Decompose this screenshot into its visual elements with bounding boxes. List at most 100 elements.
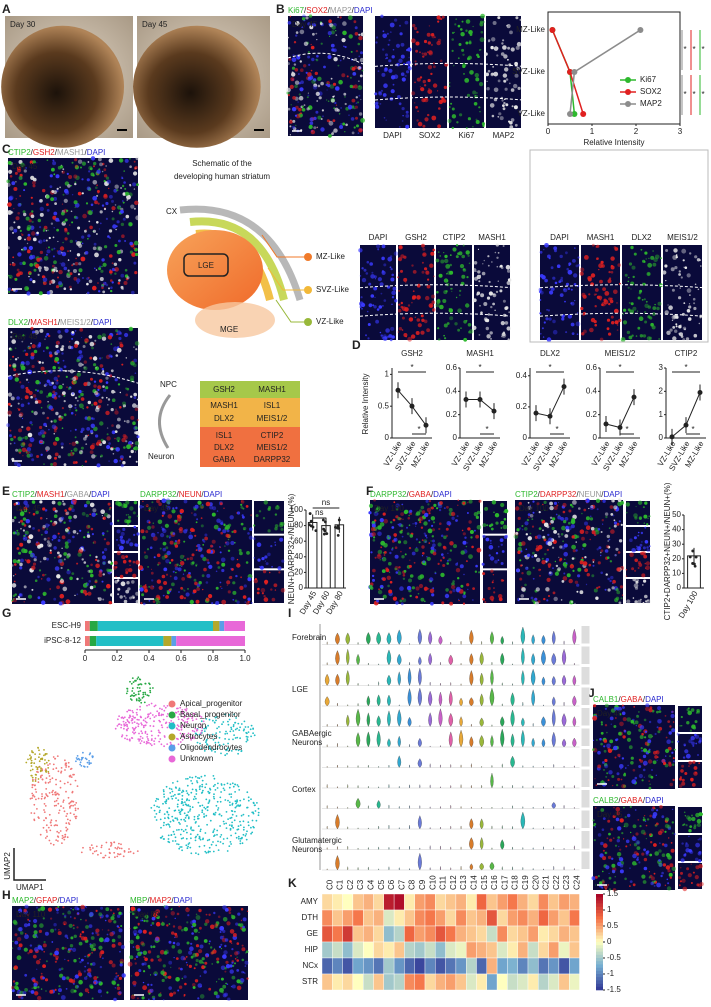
cell-texture [84,360,87,363]
cell-texture [64,463,67,466]
cell-texture [598,833,602,837]
cell-texture [170,575,172,577]
cell-texture [409,560,410,561]
cell-texture [236,563,240,567]
cell-texture [505,306,508,309]
cell-texture [478,280,480,282]
cell-texture [644,777,645,778]
cell-texture [181,577,185,581]
cell-texture [118,337,121,340]
cell-texture [255,578,257,580]
cell-texture [358,56,360,58]
cell-texture [401,302,403,304]
cell-texture [603,745,605,747]
cell-texture [549,288,551,290]
cell-texture [237,957,238,958]
cell-texture [439,501,443,505]
cell-texture [94,391,98,395]
cell-texture [409,565,412,568]
cell-texture [166,924,168,926]
cell-texture [97,933,100,936]
cell-texture [670,783,674,787]
cell-texture [659,710,662,713]
cell-texture [431,516,435,520]
cell-texture [70,272,73,275]
cell-texture [361,303,365,307]
cell-texture [461,550,465,554]
cell-texture [611,858,613,860]
cell-texture [626,599,630,603]
cell-texture [117,220,120,223]
cell-texture [28,443,32,447]
stage-arrow [159,395,170,448]
cell-texture [603,843,608,848]
cell-texture [446,273,448,275]
cell-texture [63,552,67,556]
cell-texture [366,272,369,275]
cell-texture [408,57,409,58]
cell-texture [87,238,89,240]
cell-texture [672,779,674,781]
cell-texture [128,514,129,515]
cell-texture [37,390,39,392]
cell-texture [457,577,459,579]
cell-texture [469,70,474,75]
cell-texture [39,226,41,228]
cell-texture [102,370,104,372]
cell-texture [461,49,464,52]
cell-texture [344,96,345,97]
cell-texture [475,77,479,81]
cell-texture [449,316,453,320]
cell-texture [603,769,604,770]
cell-texture [443,335,445,337]
panel-letter: B [276,2,285,16]
cell-texture [61,517,65,521]
cell-texture [41,367,45,371]
cell-texture [606,744,611,749]
cell-texture [506,265,511,270]
cell-texture [390,339,393,342]
cell-texture [466,320,468,322]
cell-texture [577,312,578,313]
cell-texture [655,824,656,825]
cell-texture [490,103,495,108]
cell-texture [91,404,93,406]
cell-texture [64,199,68,203]
cell-texture [105,937,110,942]
cell-texture [629,745,633,749]
cell-texture [175,520,178,523]
cell-texture [478,106,480,108]
cell-texture [86,229,87,230]
cell-texture [611,271,614,274]
cell-texture [391,89,395,93]
cell-texture [140,602,142,604]
cell-texture [62,391,66,395]
cell-texture [216,561,219,564]
cell-texture [473,26,474,27]
cell-texture [590,539,591,540]
cell-texture [479,22,483,26]
cell-texture [93,356,97,360]
cell-texture [611,864,615,868]
cell-texture [136,936,140,940]
cell-texture [69,286,72,289]
cell-texture [486,334,490,338]
cell-texture [60,579,64,583]
cell-texture [36,960,40,964]
cell-texture [150,959,153,962]
cell-texture [672,336,676,340]
cell-texture [228,590,231,593]
cell-texture [26,427,30,431]
cell-texture [298,73,300,75]
cell-texture [440,60,443,63]
cell-texture [307,96,309,98]
cell-texture [79,992,83,996]
cell-texture [673,872,674,873]
cell-texture [642,260,645,263]
cell-texture [211,602,213,604]
cell-texture [572,500,577,505]
cell-texture [207,549,211,553]
cell-texture [667,879,669,881]
cell-texture [135,972,140,977]
cell-texture [38,240,42,244]
